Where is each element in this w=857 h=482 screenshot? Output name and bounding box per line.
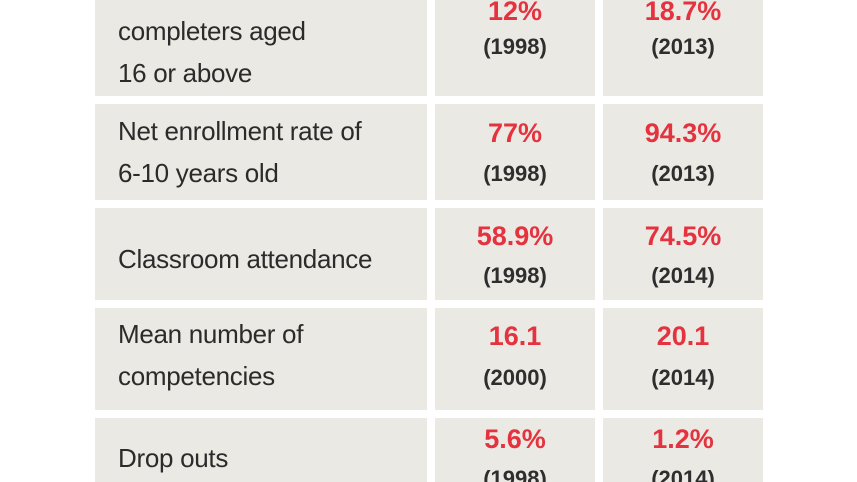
value-cell-2: 94.3% (2013) [603, 104, 763, 200]
row-label-line: Mean number of [118, 319, 304, 349]
row-label: Drop outs [118, 437, 419, 479]
percentage-value: 1.2% [652, 424, 714, 454]
value-cell-1: 5.6% (1998) [435, 418, 595, 482]
value-cell-2: 18.7% (2013) [603, 0, 763, 96]
percentage-value: 58.9% [476, 221, 554, 251]
table-row: Mean number of competencies 16.1 (2000) … [95, 308, 763, 410]
table-row: Net enrollment rate of 6-10 years old 77… [95, 104, 763, 200]
value-cell-1: 16.1 (2000) [435, 308, 595, 410]
row-label-line: Drop outs [118, 443, 229, 473]
row-label-line: Net enrollment rate of [118, 116, 362, 146]
percentage-value: 20.1 [656, 321, 710, 351]
percentage-value: 12% [487, 0, 543, 26]
value-cell-1: 12% (1998) [435, 0, 595, 96]
percentage-value: 94.3% [644, 118, 722, 148]
row-label: Mean number of competencies [118, 313, 419, 397]
year-value: (1998) [483, 34, 547, 59]
year-value: (1998) [483, 161, 547, 186]
year-value: (1998) [483, 263, 547, 288]
row-label-line: 6-10 years old [118, 158, 279, 188]
value-cell-1: 58.9% (1998) [435, 208, 595, 300]
row-label-cell: Mean number of competencies [95, 308, 427, 410]
row-label: Classroom attendance [118, 238, 419, 280]
year-value: (2014) [651, 365, 715, 390]
value-cell-1: 77% (1998) [435, 104, 595, 200]
row-label-cell: Net enrollment rate of 6-10 years old [95, 104, 427, 200]
row-label-cell: Drop outs [95, 418, 427, 482]
value-cell-2: 1.2% (2014) [603, 418, 763, 482]
percentage-value: 5.6% [484, 424, 546, 454]
value-cell-2: 20.1 (2014) [603, 308, 763, 410]
row-label-line: completers aged [118, 16, 306, 46]
percentage-value: 18.7% [644, 0, 722, 26]
statistics-table: completers aged 16 or above 12% (1998) 1… [95, 0, 763, 482]
row-label: completers aged 16 or above [118, 10, 419, 94]
table-row: Drop outs 5.6% (1998) 1.2% (2014) [95, 418, 763, 482]
percentage-value: 74.5% [644, 221, 722, 251]
year-value: (2000) [483, 365, 547, 390]
table-row: completers aged 16 or above 12% (1998) 1… [95, 0, 763, 96]
row-label-cell: Classroom attendance [95, 208, 427, 300]
year-value: (2013) [651, 161, 715, 186]
table-row: Classroom attendance 58.9% (1998) 74.5% … [95, 208, 763, 300]
row-label: Net enrollment rate of 6-10 years old [118, 110, 419, 194]
percentage-value: 16.1 [488, 321, 542, 351]
row-label-line: Classroom attendance [118, 244, 373, 274]
value-cell-2: 74.5% (2014) [603, 208, 763, 300]
year-value: (2014) [651, 263, 715, 288]
year-value: (1998) [483, 466, 547, 482]
year-value: (2014) [651, 466, 715, 482]
row-label-line: 16 or above [118, 58, 253, 88]
year-value: (2013) [651, 34, 715, 59]
row-label-line: competencies [118, 361, 275, 391]
row-label-cell: completers aged 16 or above [95, 0, 427, 96]
percentage-value: 77% [487, 118, 543, 148]
